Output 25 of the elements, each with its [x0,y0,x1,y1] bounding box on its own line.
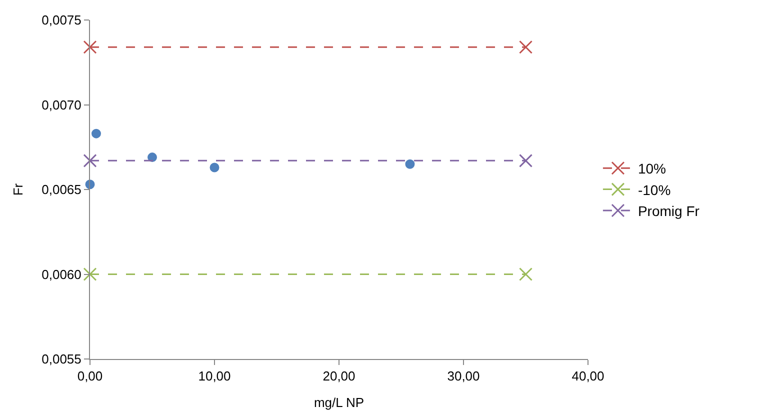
point [83,268,97,281]
point [519,154,532,168]
x-tick-label: 30,00 [447,368,480,384]
y-tick-label: 0,0060 [42,266,82,282]
x-tick-label: 10,00 [198,368,231,384]
y-axis-title: Fr [10,182,26,196]
point [148,152,157,162]
point [519,40,532,54]
point [83,154,97,168]
y-tick-label: 0,0075 [42,12,82,28]
point [210,162,220,172]
legend-label: Promig Fr [638,202,700,219]
legend-label: 10% [638,160,666,177]
y-tick-label: 0,0070 [42,97,82,112]
x-tick-label: 20,00 [322,368,356,384]
point [405,159,415,169]
legend-label: -10% [638,182,671,198]
point [91,128,101,138]
point [83,40,97,54]
y-tick-label: 0,0065 [42,182,82,198]
point [519,268,532,281]
x-axis-title: mg/L NP [314,395,364,410]
x-tick-label: 40,00 [572,368,604,384]
x-tick-label: 0,00 [77,368,103,384]
y-tick-label: 0,0055 [42,352,82,367]
